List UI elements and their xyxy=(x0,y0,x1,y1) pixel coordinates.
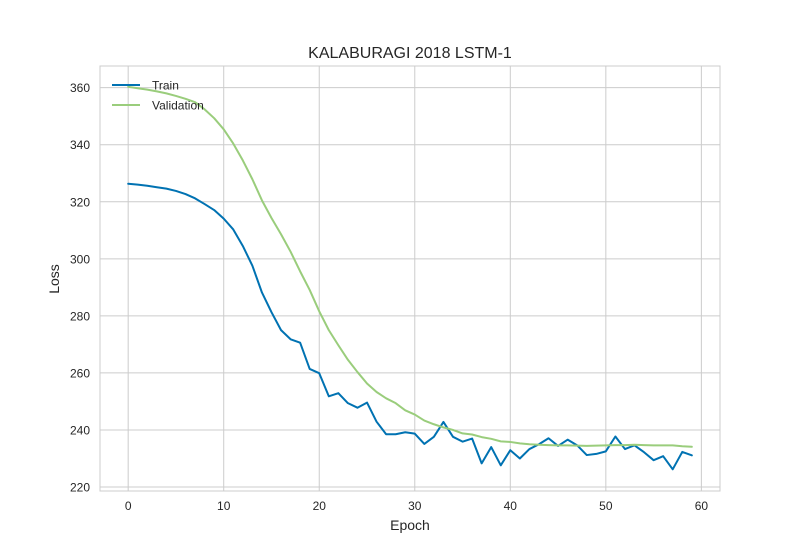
series-line-validation xyxy=(127,85,693,448)
x-tick-label: 50 xyxy=(599,499,613,513)
grid-lines xyxy=(100,66,720,491)
x-tick-label: 0 xyxy=(125,499,132,513)
y-axis-label: Loss xyxy=(46,264,62,294)
y-ticks: 220 240 260 280 300 320 340 360 xyxy=(70,81,90,494)
plot-background xyxy=(99,65,721,492)
x-tick-label: 10 xyxy=(217,499,231,513)
x-tick-label: 40 xyxy=(504,499,518,513)
legend-label-train: Train xyxy=(152,79,179,93)
y-tick-label: 300 xyxy=(70,252,90,266)
x-tick-label: 60 xyxy=(695,499,709,513)
x-axis-label: Epoch xyxy=(390,517,430,533)
y-tick-label: 240 xyxy=(70,423,90,437)
y-tick-label: 280 xyxy=(70,309,90,323)
legend: Train Validation xyxy=(112,79,204,113)
y-tick-label: 260 xyxy=(70,366,90,380)
legend-label-validation: Validation xyxy=(152,99,204,113)
x-ticks: 0 10 20 30 40 50 60 xyxy=(125,499,709,513)
series-line-train xyxy=(127,182,693,471)
y-tick-label: 360 xyxy=(70,81,90,95)
y-tick-label: 320 xyxy=(70,195,90,209)
series-lines xyxy=(127,85,693,471)
y-tick-label: 220 xyxy=(70,481,90,495)
x-tick-label: 30 xyxy=(408,499,422,513)
chart-title: KALABURAGI 2018 LSTM-1 xyxy=(308,45,512,62)
y-tick-label: 340 xyxy=(70,138,90,152)
x-tick-label: 20 xyxy=(313,499,327,513)
